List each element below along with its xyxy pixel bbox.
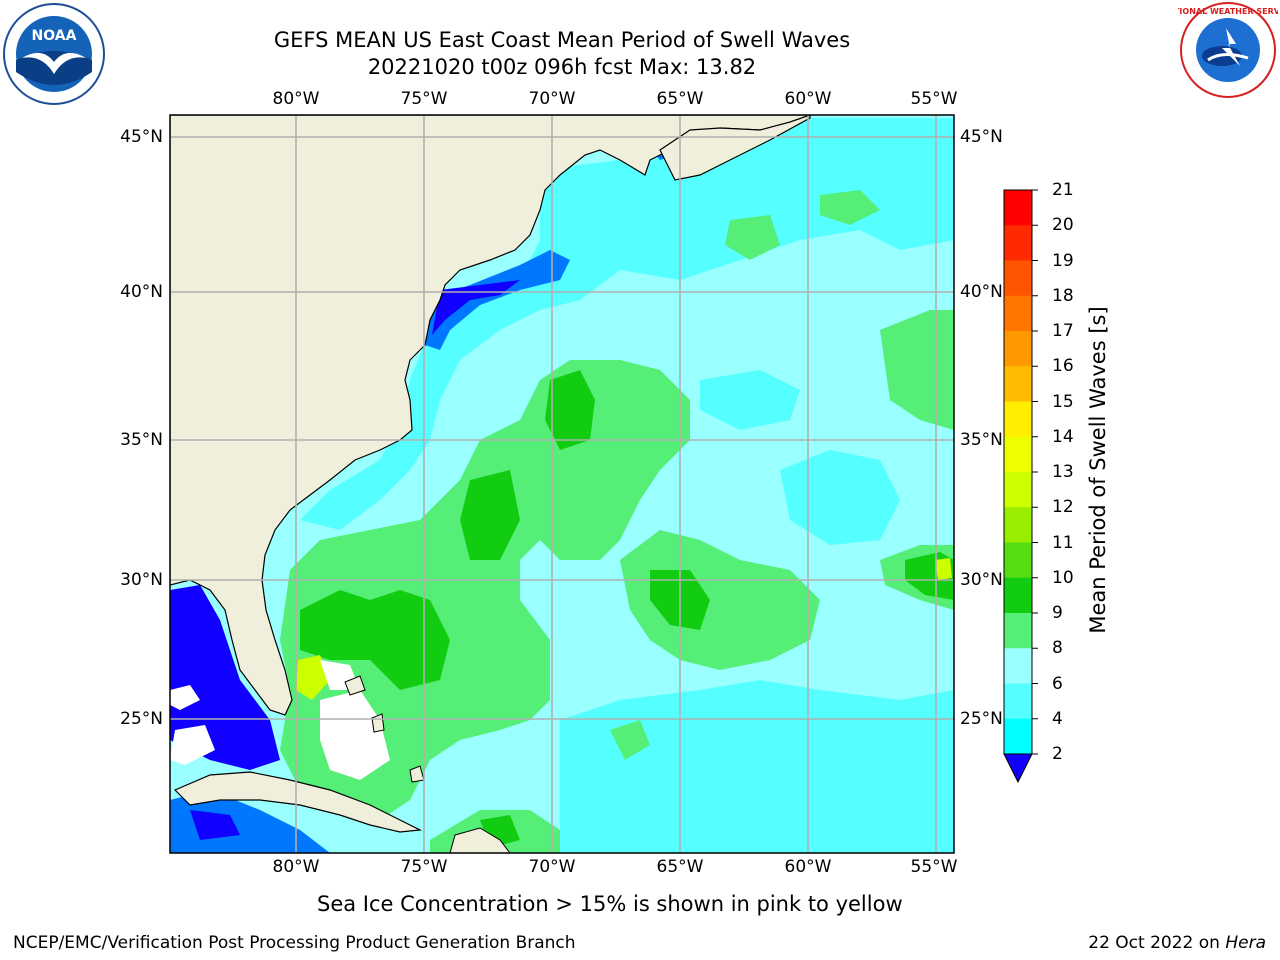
lon-label-top: 70°W: [528, 89, 576, 109]
colorbar-band: [1004, 472, 1032, 508]
colorbar-band: [1004, 718, 1032, 755]
nws-logo: NATIONAL WEATHER SERVICE: [1178, 2, 1278, 98]
colorbar-band: [1004, 507, 1032, 543]
lon-label-bottom: 80°W: [272, 857, 320, 877]
chart-subtitle: 20221020 t00z 096h fcst Max: 13.82: [367, 55, 757, 79]
colorbar-band: [1004, 613, 1032, 649]
swell-region-bright-green: [300, 590, 450, 690]
lat-label-right: 35°N: [960, 430, 1003, 450]
colorbar-tick-label: 20: [1052, 215, 1074, 236]
lat-label-left: 40°N: [120, 282, 163, 302]
swell-region-cyan: [560, 680, 954, 853]
map-area: [170, 115, 954, 853]
colorbar-band: [1004, 190, 1032, 226]
lon-label-bottom: 75°W: [400, 857, 448, 877]
swell-region-bright-green: [460, 470, 520, 560]
chart-title: GEFS MEAN US East Coast Mean Period of S…: [273, 28, 851, 52]
colorbar-band: [1004, 366, 1032, 402]
no-data-region: [170, 660, 390, 780]
footer-host: Hera: [1225, 933, 1266, 953]
swell-region-green: [820, 190, 880, 225]
colorbar-band: [1004, 577, 1032, 614]
colorbar-tick-label: 9: [1052, 603, 1063, 623]
lon-label-top: 55°W: [910, 89, 958, 109]
swell-region-green: [725, 215, 780, 260]
swell-region-blue: [170, 585, 280, 770]
nws-logo-text: NATIONAL WEATHER SERVICE: [1178, 7, 1278, 16]
swell-region-green: [280, 360, 690, 820]
colorbar-tick-label: 10: [1052, 567, 1074, 588]
colorbar-label: Mean Period of Swell Waves [s]: [1086, 306, 1110, 634]
swell-region-bright-green: [545, 370, 595, 450]
lon-label-top: 75°W: [400, 89, 448, 109]
colorbar-tick-label: 6: [1052, 673, 1063, 694]
swell-region-blue: [425, 250, 570, 350]
lat-label-right: 45°N: [960, 127, 1003, 147]
lat-label-left: 25°N: [120, 709, 163, 729]
lon-label-top: 60°W: [784, 89, 832, 109]
grid-lines: [170, 115, 954, 853]
colorbar-tick-label: 2: [1052, 744, 1063, 764]
colorbar-band: [1004, 542, 1032, 579]
land-cuba: [173, 771, 423, 833]
colorbar-tick-label: 14: [1052, 426, 1074, 447]
colorbar-band: [1004, 260, 1032, 297]
lat-label-left: 45°N: [120, 127, 163, 147]
lon-label-bottom: 55°W: [910, 857, 958, 877]
lon-label-bottom: 60°W: [784, 857, 832, 877]
swell-region-green: [610, 720, 650, 760]
swell-region-cyan: [300, 118, 954, 530]
lon-label-bottom: 70°W: [528, 857, 576, 877]
colorbar-tick-label: 4: [1052, 708, 1063, 729]
colorbar-band: [1004, 683, 1032, 720]
swell-region-blue: [190, 810, 240, 840]
footer-date-text: 22 Oct 2022 on: [1088, 933, 1226, 953]
land-north-america: [170, 115, 811, 716]
lat-label-left: 35°N: [120, 430, 163, 450]
colorbar-tick-label: 8: [1052, 638, 1063, 659]
colorbar-tick-label: 17: [1052, 321, 1074, 341]
lon-label-bottom: 65°W: [656, 857, 704, 877]
colorbar-band: [1004, 436, 1032, 473]
colorbar-band: [1004, 331, 1032, 367]
noaa-logo: NOAA: [3, 3, 105, 105]
lon-label-top: 65°W: [656, 89, 704, 109]
sea-ice-note: Sea Ice Concentration > 15% is shown in …: [317, 892, 903, 916]
footer-date: 22 Oct 2022 on Hera: [1088, 933, 1266, 953]
land-hispaniola: [449, 827, 511, 853]
colorbar-tick-label: 19: [1052, 250, 1074, 271]
lat-label-right: 30°N: [960, 570, 1003, 590]
colorbar-tick-label: 11: [1052, 532, 1074, 553]
lat-label-right: 25°N: [960, 709, 1003, 729]
colorbar-tick-label: 16: [1052, 356, 1074, 377]
swell-region-cyan: [700, 370, 800, 430]
swell-region-blue: [432, 280, 520, 335]
colorbar-band: [1004, 648, 1032, 684]
swell-region-cyan: [780, 450, 900, 545]
colorbar-band: [1004, 295, 1032, 332]
colorbar-tick-label: 13: [1052, 462, 1074, 482]
lat-label-left: 30°N: [120, 570, 163, 590]
lat-label-right: 40°N: [960, 282, 1003, 302]
colorbar-band: [1004, 225, 1032, 261]
colorbar-extend-arrow: [1003, 753, 1033, 784]
colorbar-band: [1004, 401, 1032, 438]
swell-region-green: [620, 530, 820, 670]
map-frame: [169, 114, 955, 854]
noaa-logo-text: NOAA: [32, 28, 77, 44]
swell-region-yellow-green: [935, 558, 952, 580]
lon-label-top: 80°W: [272, 89, 320, 109]
colorbar-tick-label: 18: [1052, 285, 1074, 306]
colorbar-tick-label: 15: [1052, 391, 1074, 412]
land-nova-scotia: [659, 115, 811, 181]
swell-region-yellow-green: [296, 655, 330, 700]
colorbar: [1003, 189, 1038, 784]
colorbar-tick-label: 12: [1052, 497, 1074, 518]
colorbar-tick-label: 21: [1052, 180, 1074, 200]
footer-credit: NCEP/EMC/Verification Post Processing Pr…: [13, 933, 576, 953]
